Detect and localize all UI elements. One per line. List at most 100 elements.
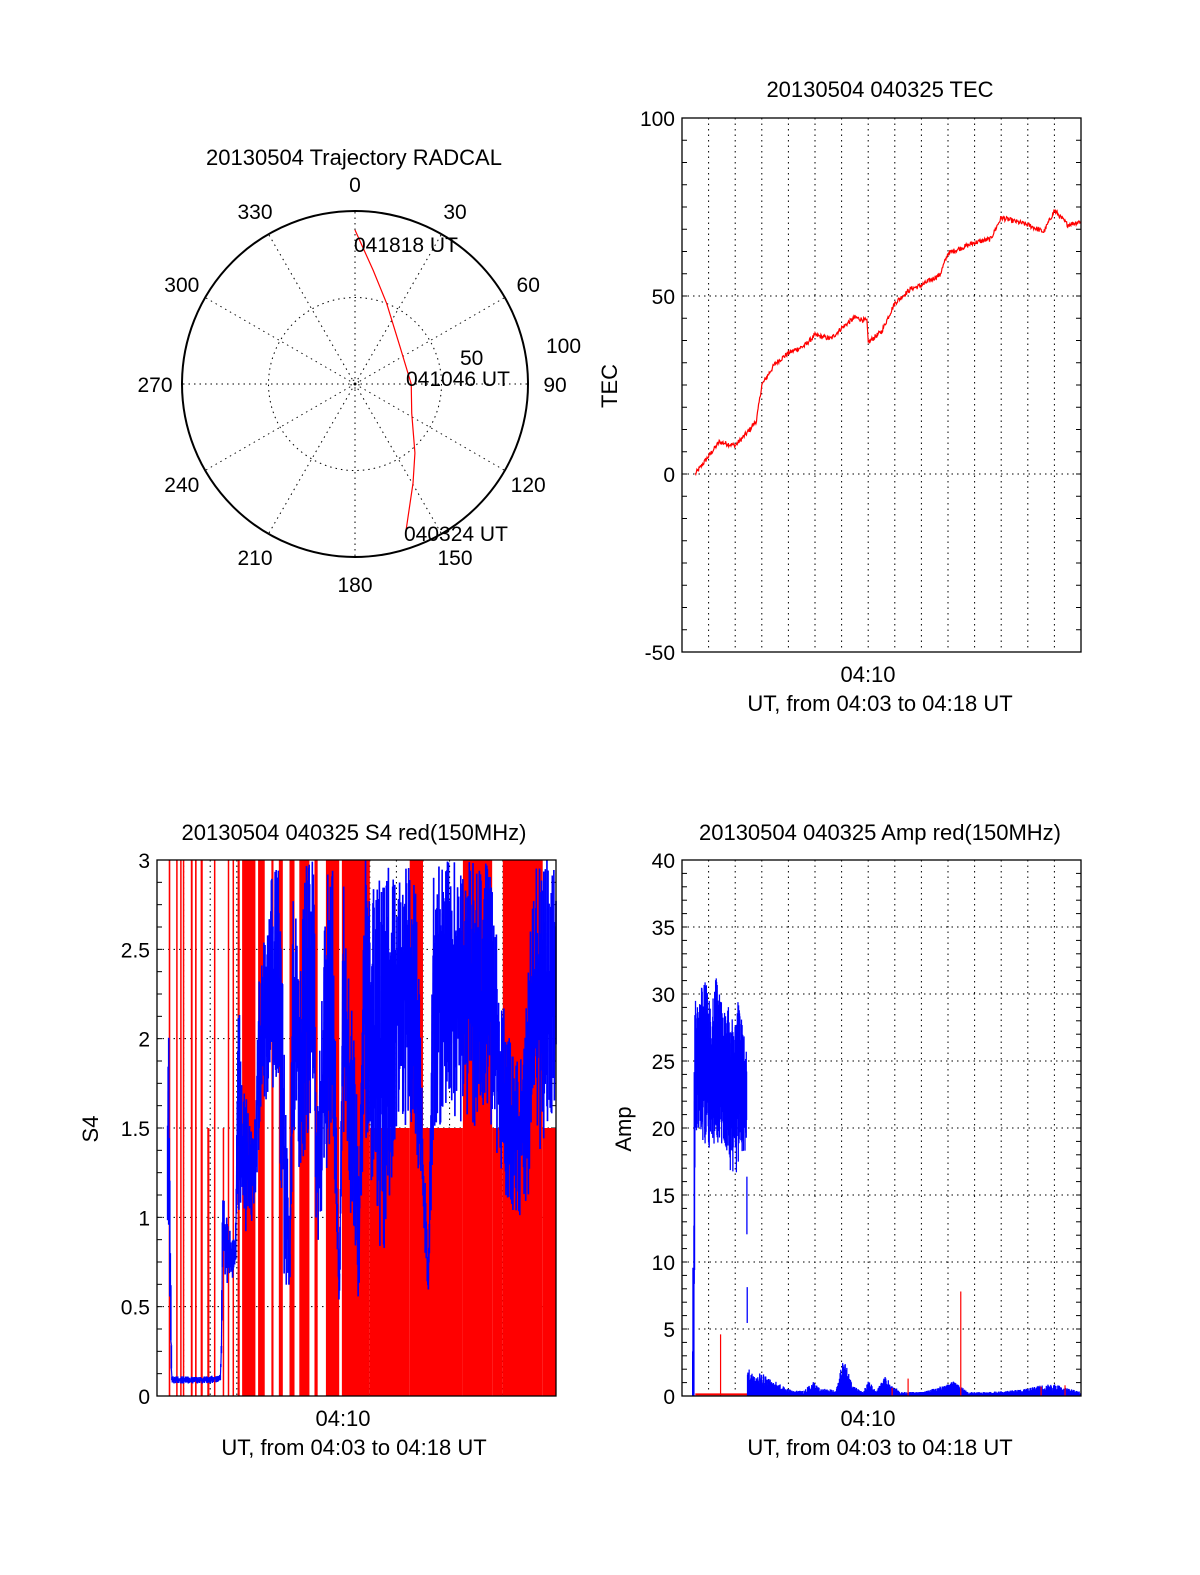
polar-spoke-330 <box>268 233 356 385</box>
s4-blue-link <box>384 931 386 1089</box>
amp-plot-frame <box>681 859 1082 1397</box>
amp-ytick-label: 35 <box>652 917 675 940</box>
tec-xlabel: UT, from 04:03 to 04:18 UT <box>747 691 1012 716</box>
s4-blue-link <box>547 903 550 1035</box>
s4-ylabel: S4 <box>78 1116 103 1143</box>
s4-blue-link <box>318 1050 321 1152</box>
s4-ytick-label: 3 <box>138 850 150 873</box>
s4-blue-link <box>335 1188 338 1205</box>
s4-blue-link <box>170 1368 173 1377</box>
s4-blue-link <box>355 1094 358 1195</box>
s4-blue-link <box>449 886 452 1025</box>
amp-ytick-label: 30 <box>652 984 675 1007</box>
s4-blue-link <box>456 887 459 1003</box>
s4-blue-link <box>491 892 493 1030</box>
s4-blue-link <box>423 1183 426 1212</box>
s4-blue-link <box>287 1215 290 1266</box>
s4-blue-link <box>167 1037 170 1215</box>
s4-blue-link <box>314 1092 317 1111</box>
s4-blue-link <box>169 1253 171 1297</box>
s4-red-segment <box>213 860 216 1396</box>
s4-blue-link <box>408 880 411 1028</box>
s4-blue-link <box>347 978 350 1094</box>
s4-blue-link <box>197 1376 200 1381</box>
s4-blue-link <box>397 899 400 1001</box>
amp-ytick-label: 10 <box>652 1252 675 1275</box>
s4-ytick-label: 2.5 <box>121 939 150 962</box>
s4-blue-link <box>283 1054 285 1160</box>
s4-ytick-label: 1 <box>138 1207 150 1230</box>
azimuth-label-210: 210 <box>237 547 272 570</box>
azimuth-label-300: 300 <box>164 274 199 297</box>
s4-blue-link <box>222 1200 225 1236</box>
s4-blue-link <box>405 883 408 1024</box>
s4-blue-link <box>484 863 487 1074</box>
s4-blue-link <box>297 980 300 1072</box>
s4-blue-link <box>170 1340 172 1346</box>
trajectory-end-label: 041818 UT <box>354 234 458 257</box>
s4-blue-link <box>210 1375 213 1381</box>
s4-red-segment <box>180 860 182 1396</box>
s4-blue-link <box>516 1081 519 1150</box>
radial-label-50: 50 <box>460 347 483 370</box>
s4-blue-link <box>176 1376 179 1381</box>
s4-red-segment <box>200 860 203 1396</box>
s4-blue-link <box>502 1008 505 1141</box>
s4-blue-link <box>337 1247 339 1250</box>
trajectory-line <box>354 229 416 531</box>
s4-ytick-label: 0 <box>138 1386 150 1409</box>
s4-blue-link <box>336 1232 339 1250</box>
azimuth-label-30: 30 <box>443 201 466 224</box>
s4-blue-link <box>368 942 371 1025</box>
tec-xtick-0410: 04:10 <box>840 662 895 687</box>
s4-xlabel: UT, from 04:03 to 04:18 UT <box>221 1435 486 1460</box>
s4-blue-link <box>344 948 347 1068</box>
s4-blue-link <box>358 1198 361 1283</box>
polar-trajectory-chart: 20130504 Trajectory RADCAL 50 100 0 30 60 9… <box>137 145 581 597</box>
s4-red-segment <box>227 860 230 1396</box>
s4-blue-link <box>188 1377 191 1381</box>
amp-ytick-label: 40 <box>652 850 675 873</box>
s4-blue-link <box>469 904 472 1012</box>
s4-blue-link <box>535 868 537 1048</box>
s4-chart: 20130504 040325 S4 red(150MHz) S4 04:10 … <box>78 820 557 1460</box>
s4-blue-link <box>331 870 334 1085</box>
s4-blue-link <box>243 1093 245 1172</box>
s4-blue-link <box>237 1018 239 1131</box>
s4-blue-link <box>169 1285 172 1289</box>
s4-blue-link <box>239 1061 242 1121</box>
amp-ytick-label: 15 <box>652 1185 675 1208</box>
tec-chart: 20130504 040325 TEC TEC 04:10 UT, from 0… <box>597 77 1082 716</box>
s4-blue-link <box>509 1056 512 1165</box>
s4-blue-link <box>415 921 418 1066</box>
s4-blue-link <box>335 1127 337 1169</box>
polar-center <box>350 379 360 389</box>
polar-spoke-120 <box>354 383 506 471</box>
s4-blue-link <box>303 882 306 1083</box>
polar-spoke-30 <box>354 233 442 385</box>
s4-blue-link <box>342 886 345 1064</box>
polar-spoke-300 <box>204 297 356 385</box>
s4-blue-link <box>273 871 276 1004</box>
s4-red-segment <box>207 1128 210 1396</box>
amp-ytick-label: 5 <box>663 1319 675 1342</box>
s4-blue-link <box>544 869 546 1005</box>
s4-blue-link <box>281 984 284 1122</box>
s4-red-segment <box>271 860 274 1396</box>
s4-blue-link <box>553 922 556 995</box>
s4-blue-link <box>270 878 273 1042</box>
polar-ring-50 <box>268 297 442 471</box>
amp-ytick-label: 25 <box>652 1051 675 1074</box>
s4-blue-link <box>459 875 462 1030</box>
s4-blue-link <box>403 903 406 1001</box>
s4-blue-link <box>336 1203 338 1232</box>
s4-blue-link <box>313 933 316 1068</box>
s4-red-segment <box>232 860 235 1396</box>
tec-ytick-label: -50 <box>645 642 675 665</box>
s4-blue-link <box>494 937 496 1110</box>
tec-series-line <box>694 208 1082 477</box>
s4-blue-link <box>292 952 295 1003</box>
s4-blue-link <box>488 876 491 1056</box>
amp-ytick-label: 0 <box>663 1386 675 1409</box>
